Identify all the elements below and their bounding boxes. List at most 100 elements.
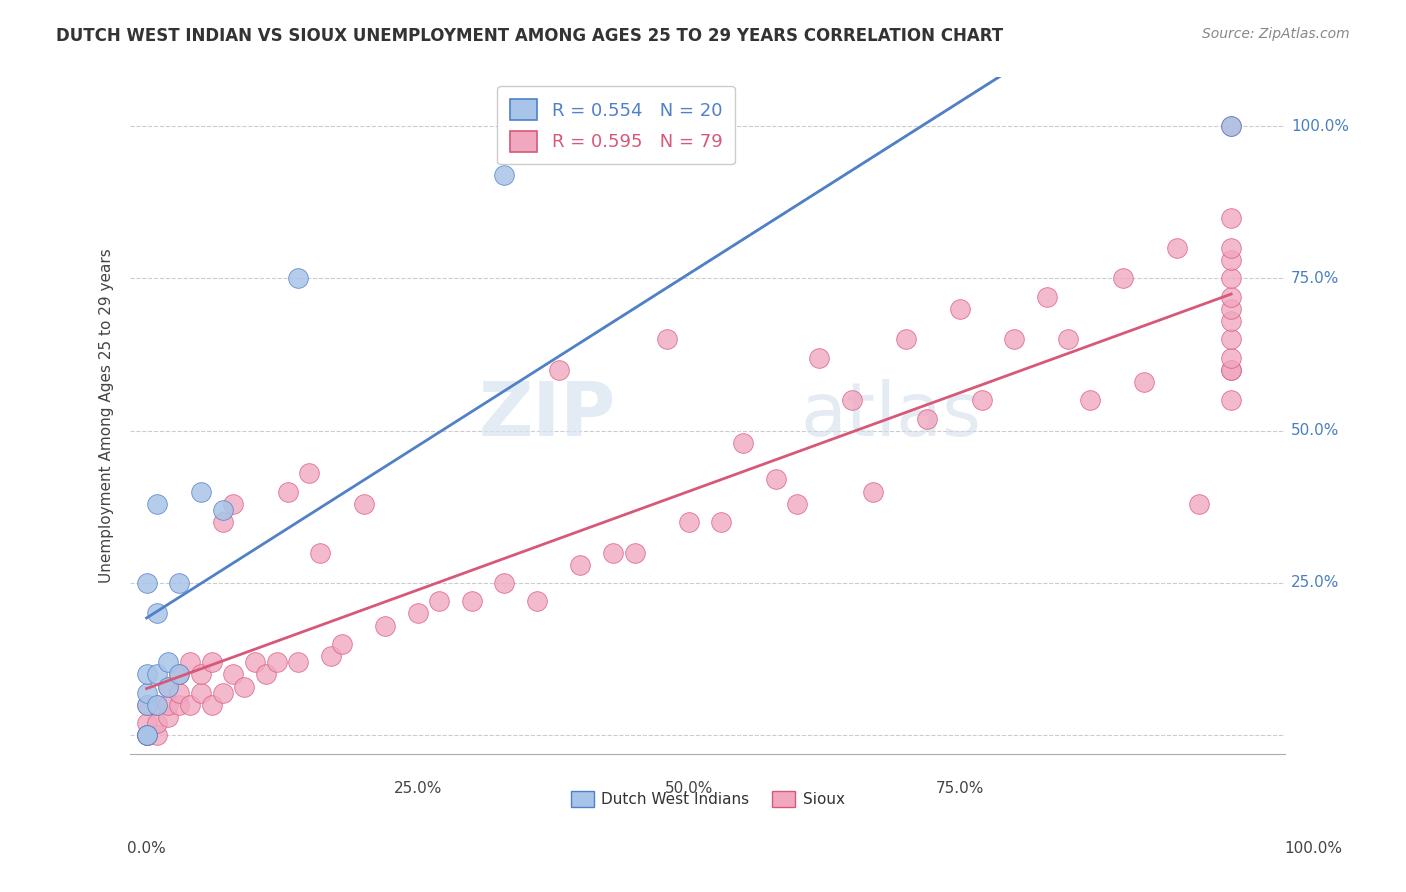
Point: [135, 728, 157, 742]
Point: [330, 637, 353, 651]
Text: Source: ZipAtlas.com: Source: ZipAtlas.com: [1202, 27, 1350, 41]
Point: [1166, 241, 1188, 255]
Point: [1220, 332, 1243, 346]
Point: [505, 119, 527, 133]
Point: [1220, 393, 1243, 408]
Point: [146, 667, 169, 681]
Point: [678, 515, 700, 529]
Point: [135, 716, 157, 731]
Point: [179, 698, 201, 712]
Point: [243, 655, 266, 669]
Point: [167, 698, 190, 712]
Point: [167, 685, 190, 699]
Point: [569, 558, 592, 572]
Point: [277, 484, 299, 499]
Point: [917, 411, 939, 425]
Point: [146, 716, 169, 731]
Point: [1220, 351, 1243, 365]
Point: [135, 728, 157, 742]
Legend: Dutch West Indians, Sioux: Dutch West Indians, Sioux: [565, 785, 851, 814]
Point: [1133, 375, 1156, 389]
Text: 25.0%: 25.0%: [1291, 575, 1340, 591]
Point: [841, 393, 863, 408]
Text: 100.0%: 100.0%: [1291, 119, 1350, 134]
Point: [1220, 119, 1243, 133]
Point: [266, 655, 288, 669]
Point: [233, 680, 256, 694]
Text: 75.0%: 75.0%: [1291, 271, 1340, 286]
Point: [1057, 332, 1080, 346]
Text: DUTCH WEST INDIAN VS SIOUX UNEMPLOYMENT AMONG AGES 25 TO 29 YEARS CORRELATION CH: DUTCH WEST INDIAN VS SIOUX UNEMPLOYMENT …: [56, 27, 1004, 45]
Point: [135, 667, 157, 681]
Point: [146, 728, 169, 742]
Point: [547, 363, 569, 377]
Point: [1220, 253, 1243, 268]
Point: [135, 728, 157, 742]
Point: [1220, 363, 1243, 377]
Point: [602, 545, 624, 559]
Y-axis label: Unemployment Among Ages 25 to 29 years: Unemployment Among Ages 25 to 29 years: [100, 248, 114, 582]
Point: [135, 728, 157, 742]
Point: [1002, 332, 1025, 346]
Point: [211, 503, 233, 517]
Point: [526, 594, 548, 608]
Point: [211, 515, 233, 529]
Text: 50.0%: 50.0%: [1291, 423, 1340, 438]
Point: [710, 515, 733, 529]
Point: [146, 607, 169, 621]
Point: [135, 576, 157, 591]
Point: [201, 655, 224, 669]
Point: [657, 332, 679, 346]
Point: [146, 698, 169, 712]
Text: ZIP: ZIP: [478, 379, 616, 452]
Point: [190, 685, 212, 699]
Point: [167, 667, 190, 681]
Point: [201, 698, 224, 712]
Point: [494, 168, 516, 182]
Point: [319, 648, 342, 663]
Point: [309, 545, 332, 559]
Point: [167, 576, 190, 591]
Point: [949, 301, 972, 316]
Point: [167, 667, 190, 681]
Point: [1220, 119, 1243, 133]
Point: [1220, 314, 1243, 328]
Point: [157, 680, 180, 694]
Point: [1220, 271, 1243, 285]
Point: [461, 594, 484, 608]
Point: [374, 618, 396, 632]
Point: [733, 436, 755, 450]
Point: [287, 271, 309, 285]
Point: [135, 698, 157, 712]
Text: 100.0%: 100.0%: [1285, 841, 1343, 856]
Text: 0.0%: 0.0%: [127, 841, 166, 856]
Point: [1220, 363, 1243, 377]
Point: [1220, 290, 1243, 304]
Point: [1036, 290, 1059, 304]
Point: [808, 351, 831, 365]
Point: [222, 667, 245, 681]
Point: [1111, 271, 1133, 285]
Point: [1220, 211, 1243, 225]
Point: [1078, 393, 1101, 408]
Point: [135, 698, 157, 712]
Point: [765, 472, 787, 486]
Point: [190, 667, 212, 681]
Point: [1220, 301, 1243, 316]
Point: [623, 545, 645, 559]
Point: [211, 685, 233, 699]
Point: [222, 497, 245, 511]
Point: [179, 655, 201, 669]
Point: [157, 710, 180, 724]
Point: [970, 393, 993, 408]
Point: [254, 667, 277, 681]
Point: [157, 680, 180, 694]
Text: 75.0%: 75.0%: [936, 780, 984, 796]
Point: [135, 685, 157, 699]
Point: [157, 698, 180, 712]
Point: [135, 728, 157, 742]
Point: [786, 497, 808, 511]
Point: [429, 594, 451, 608]
Point: [353, 497, 375, 511]
Point: [406, 607, 429, 621]
